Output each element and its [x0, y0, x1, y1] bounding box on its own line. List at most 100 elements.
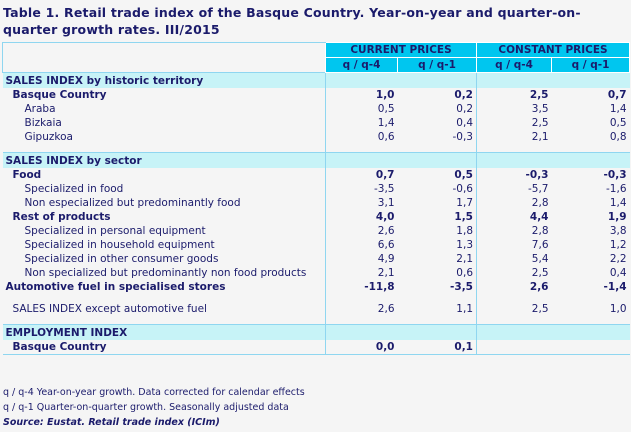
value-cell: 0,1	[397, 340, 477, 355]
value-cell: -11,8	[325, 280, 398, 294]
value-cell: -0,3	[452, 131, 474, 143]
section-header: EMPLOYMENT INDEX	[2, 324, 630, 340]
value-cell	[476, 340, 552, 355]
section-fill	[325, 72, 477, 88]
row-label: Basque Country	[12, 89, 107, 101]
row-label: Specialized in household equipment	[24, 239, 215, 251]
value-cell: 2,1	[456, 253, 473, 265]
spacer-cell	[476, 316, 552, 325]
table-row: Araba 0,5 0,2 3,5 1,4	[3, 102, 630, 116]
value-cell: 1,5	[454, 211, 473, 223]
value-cell: 3,1	[325, 196, 398, 210]
row-label: Specialized in other consumer goods	[24, 253, 219, 265]
spacer-cell	[476, 144, 552, 153]
table-row: Specialized in personal equipment 2,6 1,8 2…	[3, 224, 630, 238]
row-label: Araba	[24, 103, 56, 115]
spacer-cell	[325, 144, 398, 153]
value-cell: 0,7	[607, 89, 627, 101]
spacer-row	[3, 294, 630, 302]
spacer-cell	[398, 294, 477, 302]
row-label: Automotive fuel in specialised stores	[5, 281, 226, 293]
row-label: Basque Country	[2, 340, 326, 355]
value-cell: 2,8	[476, 196, 552, 210]
value-cell: 0,5	[325, 102, 398, 116]
value-cell: 3,8	[609, 225, 627, 237]
retail-trade-table: CURRENT PRICES CONSTANT PRICES q / q-4 q …	[2, 42, 631, 355]
row-label: Gipuzkoa	[24, 131, 73, 143]
table-row: Non specialized but predominantly non fo…	[3, 266, 630, 280]
value-cell: 3,5	[476, 102, 552, 116]
spacer-cell	[552, 294, 630, 302]
value-cell: 1,4	[609, 103, 627, 115]
value-cell: -1,6	[606, 183, 627, 195]
value-cell: 2,2	[609, 253, 627, 265]
value-cell: -0,3	[603, 169, 627, 181]
value-cell: 1,4	[609, 197, 627, 209]
value-cell: 0,8	[609, 131, 627, 143]
source: Source: Eustat. Retail trade index (ICIm…	[3, 417, 220, 428]
spacer-cell	[325, 316, 398, 325]
value-cell: 2,8	[476, 224, 552, 238]
value-cell: 2,1	[325, 266, 398, 280]
row-label: Rest of products	[12, 211, 111, 223]
note: q / q-1 Quarter-on-quarter growth. Seaso…	[3, 402, 289, 413]
value-cell: 0,5	[454, 169, 473, 181]
subheader: q / q-4	[476, 57, 552, 73]
table-row: SALES INDEX except automotive fuel 2,6 1,1…	[3, 302, 630, 316]
table-row: Rest of products 4,0 1,5 4,4 1,9	[3, 210, 630, 224]
table-row: Basque Country 0,0 0,1	[2, 340, 630, 355]
spacer-cell	[3, 144, 326, 153]
section-fill	[475, 324, 630, 340]
row-label: Non especialized but predominantly food	[24, 197, 241, 209]
value-cell: 2,5	[476, 88, 552, 102]
value-cell: 1,0	[325, 88, 398, 102]
spacer-cell	[325, 294, 398, 302]
table-row: Bizkaia 1,4 0,4 2,5 0,5	[3, 116, 630, 130]
value-cell: 0,4	[609, 267, 627, 279]
row-label: Non specialized but predominantly non fo…	[24, 267, 307, 279]
subheader: q / q-1	[550, 57, 631, 73]
value-cell: -3,5	[450, 281, 473, 293]
value-cell: 2,6	[325, 302, 398, 316]
section-fill	[325, 152, 477, 168]
notes: q / q-4 Year-on-year growth. Data correc…	[3, 385, 305, 430]
value-cell: 1,8	[456, 225, 473, 237]
value-cell: 1,2	[609, 239, 627, 251]
value-cell: -0,3	[476, 168, 552, 182]
table-row: Automotive fuel in specialised stores -11…	[3, 280, 630, 294]
value-cell: 2,5	[476, 302, 552, 316]
subheader: q / q-4	[325, 57, 398, 73]
value-cell: 0,6	[325, 130, 398, 144]
table-row: Basque Country 1,0 0,2 2,5 0,7	[3, 88, 630, 102]
value-cell: 4,0	[325, 210, 398, 224]
section-header: SALES INDEX by historic territory	[2, 72, 630, 88]
value-cell: 4,4	[476, 210, 552, 224]
value-cell: 7,6	[476, 238, 552, 252]
value-cell: 2,1	[476, 130, 552, 144]
value-cell: 5,4	[476, 252, 552, 266]
value-cell: -0,6	[452, 183, 474, 195]
value-cell: 1,1	[456, 303, 473, 315]
value-cell: -1,4	[603, 281, 627, 293]
value-cell: 4,9	[325, 252, 398, 266]
section-fill	[325, 324, 477, 340]
section-title: SALES INDEX by historic territory	[2, 72, 326, 88]
spacer-cell	[398, 316, 477, 325]
spacer-cell	[3, 294, 326, 302]
value-cell: -5,7	[476, 182, 552, 196]
value-cell: 2,6	[476, 280, 552, 294]
value-cell	[551, 340, 630, 355]
value-cell: 0,2	[456, 103, 473, 115]
note: q / q-4 Year-on-year growth. Data correc…	[3, 387, 305, 398]
value-cell: 1,9	[607, 211, 627, 223]
spacer-row	[3, 316, 630, 325]
table-title: Table 1. Retail trade index of the Basqu…	[3, 5, 581, 37]
value-cell: 0,2	[454, 89, 473, 101]
value-cell: 1,7	[456, 197, 473, 209]
table-row: Specialized in household equipment 6,6 1,3…	[3, 238, 630, 252]
row-label: Specialized in food	[24, 183, 124, 195]
section-fill	[475, 152, 630, 168]
table-row: Specialized in other consumer goods 4,9 2,…	[3, 252, 630, 266]
value-cell: 6,6	[325, 238, 398, 252]
header-blank	[2, 42, 326, 73]
